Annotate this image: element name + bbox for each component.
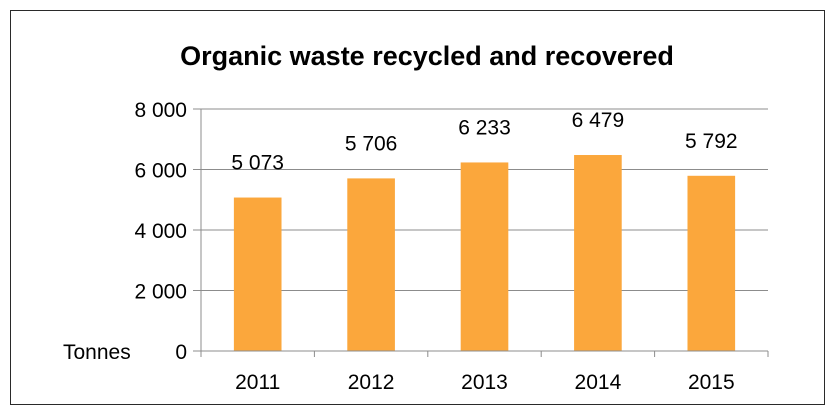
data-label: 6 233 xyxy=(458,116,511,139)
bars xyxy=(233,155,736,351)
y-tick-label: 2 000 xyxy=(134,281,187,304)
x-tick-label: 2012 xyxy=(348,371,395,394)
bar-2015 xyxy=(687,175,736,351)
bar-2014 xyxy=(574,155,622,351)
x-tick-label: 2011 xyxy=(235,371,280,394)
y-tick-label: 8 000 xyxy=(134,99,187,122)
y-tick-label: 4 000 xyxy=(134,220,187,243)
y-axis-label: Tonnes xyxy=(63,341,131,364)
labels: 0 2 000 4 000 6 000 8 000 5 073 2011 5 706 2012 6… xyxy=(134,99,737,394)
x-tick-label: 2014 xyxy=(575,371,622,394)
x-tick-label: 2013 xyxy=(461,371,508,394)
data-label: 5 706 xyxy=(345,132,398,155)
y-tick-label: 6 000 xyxy=(134,160,187,183)
y-tick-label: 0 xyxy=(175,341,187,364)
chart-frame: Organic waste recycled and recovered 0 2 … xyxy=(10,10,825,405)
bar-2013 xyxy=(460,162,509,351)
data-label: 6 479 xyxy=(572,109,625,132)
axes xyxy=(193,109,769,357)
data-label: 5 792 xyxy=(685,130,738,153)
bar-2011 xyxy=(233,197,282,351)
chart-title: Organic waste recycled and recovered xyxy=(180,41,674,71)
data-label: 5 073 xyxy=(231,152,284,175)
bar-2012 xyxy=(347,178,395,351)
bar-chart: Organic waste recycled and recovered 0 2 … xyxy=(63,41,769,394)
x-tick-label: 2015 xyxy=(688,371,735,394)
